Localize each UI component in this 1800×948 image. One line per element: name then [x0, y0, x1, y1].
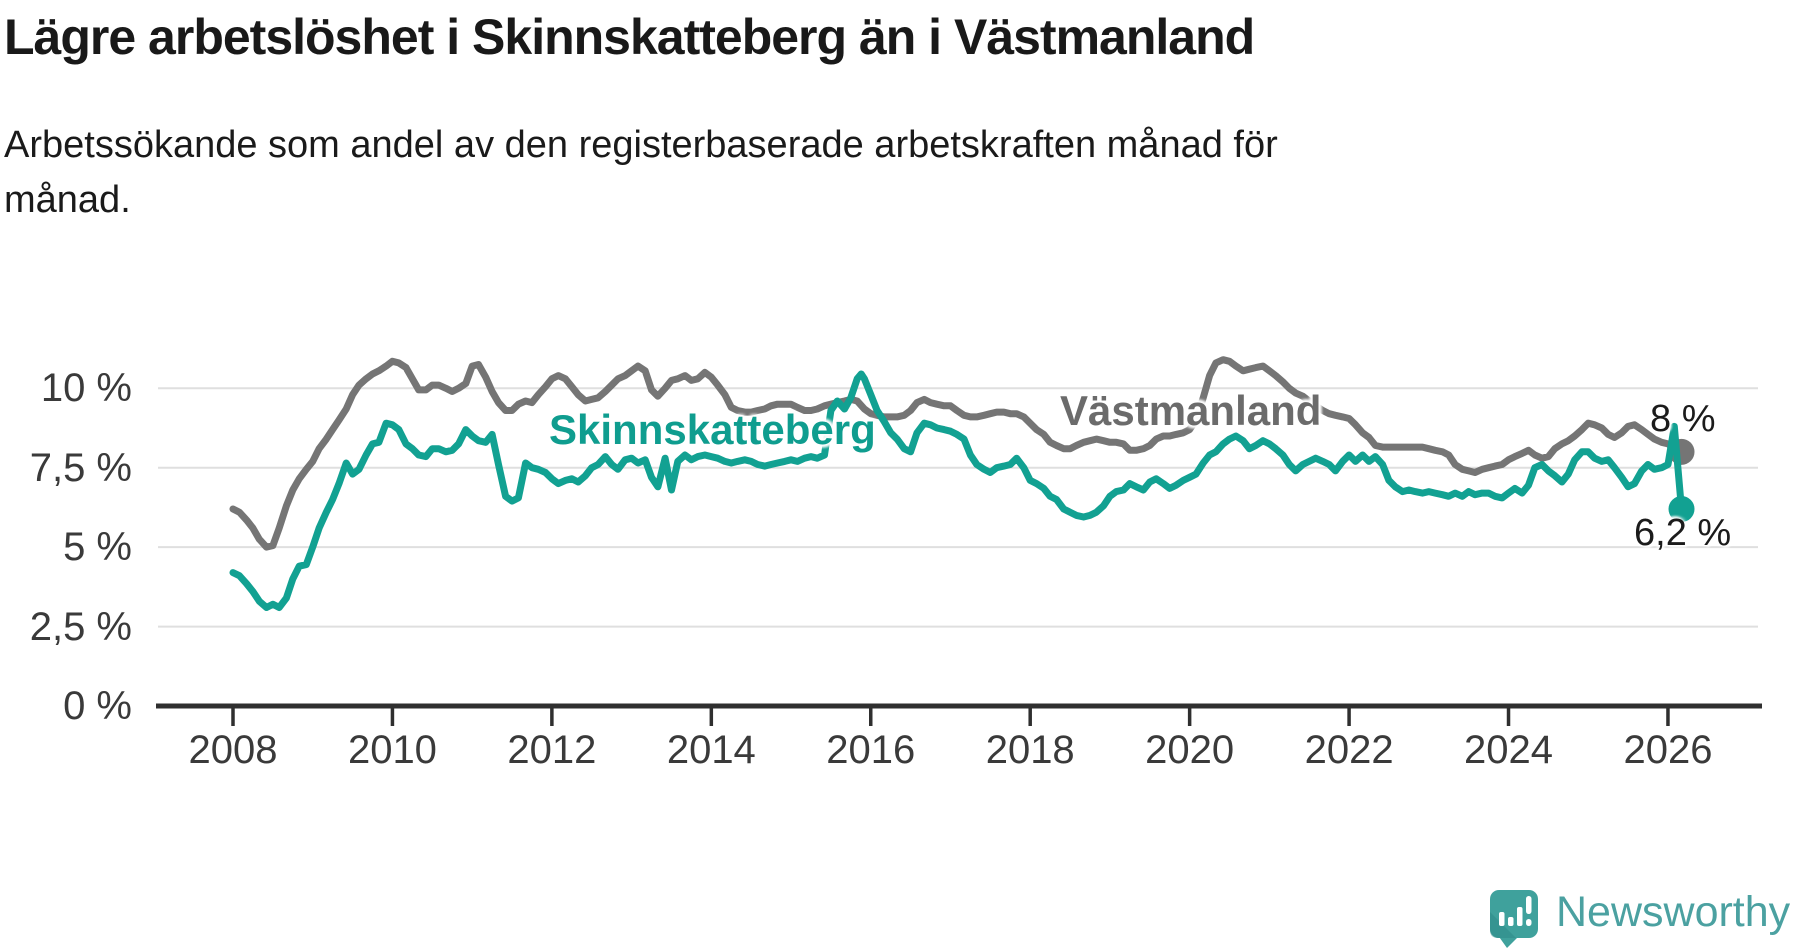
series-end-dot-skinnskatteberg	[1668, 496, 1695, 523]
x-tick-label: 2024	[1464, 728, 1554, 772]
y-tick-label: 7,5 %	[29, 445, 132, 490]
y-tick-label: 0 %	[63, 684, 132, 728]
chart-subtitle-line2: månad.	[4, 179, 131, 221]
newsworthy-logo-mark	[1490, 890, 1538, 948]
x-tick-label: 2010	[347, 728, 437, 772]
bar-icon-1	[1499, 912, 1505, 926]
x-tick-label: 2026	[1623, 728, 1713, 772]
bar-icon-2	[1508, 917, 1514, 926]
x-tick-label: 2020	[1145, 728, 1235, 772]
exclamation-dot-icon	[1526, 919, 1532, 926]
x-tick-label: 2008	[188, 728, 278, 772]
end-value-skinnskatteberg: 6,2 %	[1634, 512, 1732, 554]
y-tick-label: 10 %	[40, 366, 132, 411]
series-label-skinnskatteberg: Skinnskatteberg	[549, 406, 876, 453]
y-tick-label: 5 %	[63, 525, 132, 570]
chart-title: Lägre arbetslöshet i Skinnskatteberg än …	[4, 9, 1255, 65]
bar-icon-3	[1517, 907, 1523, 926]
newsworthy-wordmark: Newsworthy	[1556, 888, 1791, 936]
series-line-västmanland	[229, 356, 1685, 551]
newsworthy-logo	[1490, 890, 1538, 948]
x-tick-label: 2022	[1304, 728, 1394, 772]
x-tick-label: 2018	[985, 728, 1075, 772]
exclamation-bar-icon	[1526, 896, 1532, 914]
end-value-vastmanland: 8 %	[1650, 398, 1716, 440]
series-line-skinnskatteberg	[229, 370, 1685, 611]
x-tick-label: 2012	[507, 728, 597, 772]
series-label-vastmanland: Västmanland	[1060, 387, 1322, 434]
y-tick-label: 2,5 %	[29, 604, 132, 649]
chart-subtitle-line1: Arbetssökande som andel av den registerb…	[4, 124, 1278, 166]
chart-subtitle: Arbetssökande som andel av den registerb…	[4, 118, 1278, 228]
x-tick-label: 2016	[826, 728, 916, 772]
x-tick-label: 2014	[666, 728, 756, 772]
